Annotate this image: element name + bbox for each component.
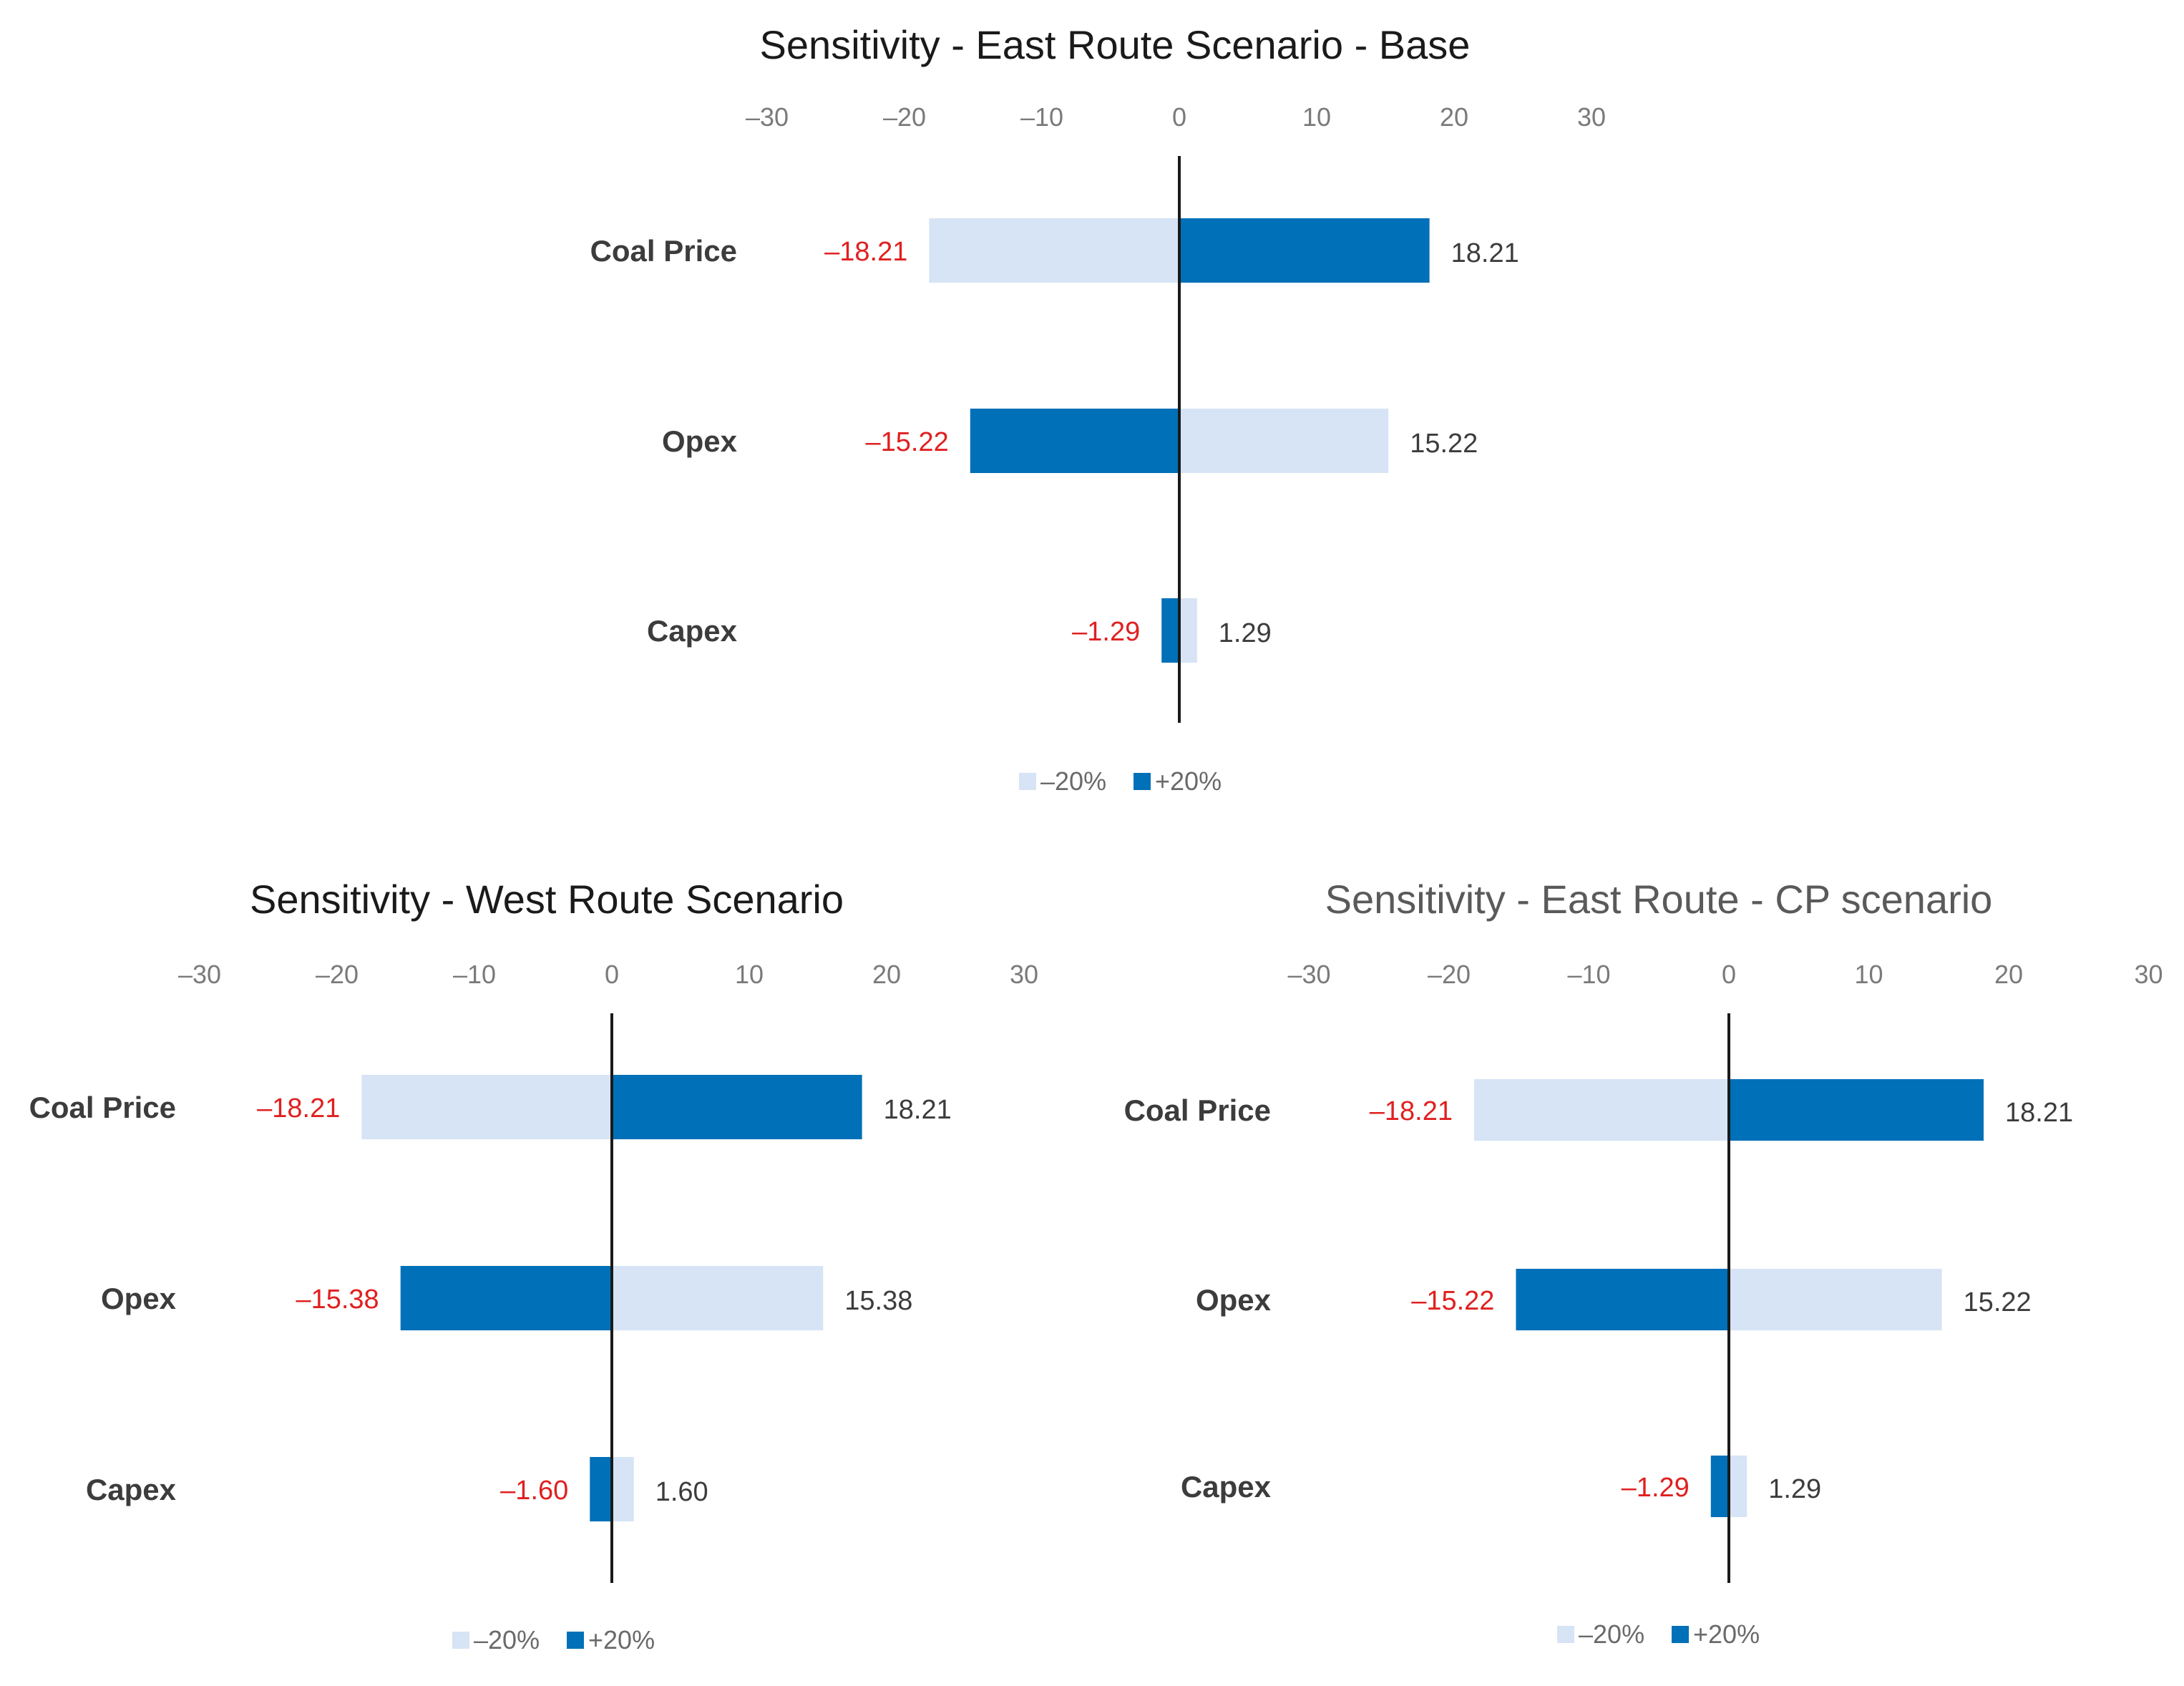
x-tick-label: 0 [1172,102,1186,132]
category-label: Coal Price [29,1091,176,1124]
x-tick-label: 10 [735,960,764,989]
legend: –20% +20% [452,1625,655,1655]
category-label: Coal Price [1124,1093,1271,1127]
data-label-positive: 18.21 [2005,1098,2073,1128]
legend-swatch-plus20 [1134,773,1151,790]
x-tick-label: –20 [1428,960,1471,989]
x-tick-label: –30 [1287,960,1330,989]
data-label-negative: –1.29 [1622,1473,1690,1503]
bar-minus20-coal-price [929,218,1179,283]
x-tick-label: 20 [1994,960,2023,989]
data-label-negative: –15.38 [296,1285,379,1315]
x-tick-label: 30 [1010,960,1038,989]
x-tick-label: –10 [1020,102,1063,132]
data-label-negative: –15.22 [1411,1286,1494,1316]
category-label: Opex [662,424,738,458]
legend-label-minus20: –20% [474,1625,540,1655]
x-tick-label: 30 [2134,960,2163,989]
bar-minus20-opex [1179,409,1389,473]
legend-swatch-minus20 [1557,1626,1574,1643]
bar-plus20-capex [1161,598,1179,663]
x-tick-label: 30 [1577,102,1606,132]
bar-plus20-coal-price [1179,218,1430,283]
data-label-positive: 1.29 [1219,618,1272,648]
chart-title: Sensitivity - West Route Scenario [250,877,844,922]
legend-label-plus20: +20% [1693,1619,1760,1649]
legend-label-minus20: –20% [1040,766,1106,796]
data-label-negative: –15.22 [866,427,949,457]
legend: –20% +20% [1019,766,1222,796]
x-tick-label: 20 [1440,102,1468,132]
bar-minus20-coal-price [1473,1079,1729,1141]
category-label: Opex [1196,1283,1272,1317]
legend-label-minus20: –20% [1579,1619,1644,1649]
category-label: Capex [1181,1470,1272,1504]
data-label-negative: –18.21 [257,1093,340,1124]
x-tick-label: 0 [1722,960,1736,989]
bar-minus20-capex [612,1457,634,1521]
bar-plus20-opex [1516,1269,1729,1330]
chart-west: Sensitivity - West Route Scenario –30 –20 –… [29,877,1038,1655]
bar-plus20-opex [400,1266,612,1330]
chart-title: Sensitivity - East Route Scenario - Base [760,22,1471,67]
category-label: Capex [647,614,738,648]
x-tick-label: –10 [453,960,496,989]
chart-east-base: Sensitivity - East Route Scenario - Base… [590,22,1606,796]
data-label-positive: 1.60 [655,1477,708,1507]
data-label-positive: 15.38 [844,1286,912,1316]
category-label: Coal Price [590,234,737,268]
chart-title: Sensitivity - East Route - CP scenario [1325,877,1993,922]
x-tick-label: –10 [1567,960,1610,989]
x-tick-label: 10 [1302,102,1331,132]
legend-swatch-minus20 [1019,773,1036,790]
x-tick-label: –30 [178,960,221,989]
legend-swatch-plus20 [1672,1626,1689,1643]
bar-plus20-coal-price [1729,1079,1984,1141]
data-label-positive: 1.29 [1768,1474,1821,1504]
bar-plus20-opex [970,409,1179,473]
data-label-negative: –1.29 [1072,617,1140,647]
x-tick-label: –30 [746,102,789,132]
x-tick-label: –20 [316,960,359,989]
category-label: Opex [101,1282,177,1315]
bar-plus20-capex [590,1457,612,1521]
x-tick-label: 20 [872,960,901,989]
x-tick-label: 10 [1854,960,1883,989]
chart-east-cp: Sensitivity - East Route - CP scenario –3… [1124,877,2163,1649]
legend-swatch-plus20 [567,1632,584,1649]
x-tick-label: 0 [605,960,619,989]
legend: –20% +20% [1557,1619,1760,1649]
x-tick-label: –20 [883,102,926,132]
bar-plus20-coal-price [612,1075,862,1139]
bar-minus20-capex [1729,1456,1747,1517]
data-label-negative: –1.60 [500,1476,568,1506]
data-label-positive: 15.22 [1964,1287,2032,1317]
category-label: Capex [86,1473,177,1506]
legend-label-plus20: +20% [588,1625,655,1655]
data-label-negative: –18.21 [824,237,907,267]
bar-minus20-opex [1729,1269,1942,1330]
data-label-positive: 15.22 [1410,429,1478,459]
data-label-positive: 18.21 [884,1095,952,1125]
legend-label-plus20: +20% [1155,766,1222,796]
bar-plus20-capex [1710,1456,1729,1517]
bar-minus20-capex [1179,598,1197,663]
bar-minus20-opex [612,1266,824,1330]
legend-swatch-minus20 [452,1632,469,1649]
data-label-positive: 18.21 [1451,238,1519,268]
bar-minus20-coal-price [361,1075,612,1139]
data-label-negative: –18.21 [1370,1096,1453,1126]
